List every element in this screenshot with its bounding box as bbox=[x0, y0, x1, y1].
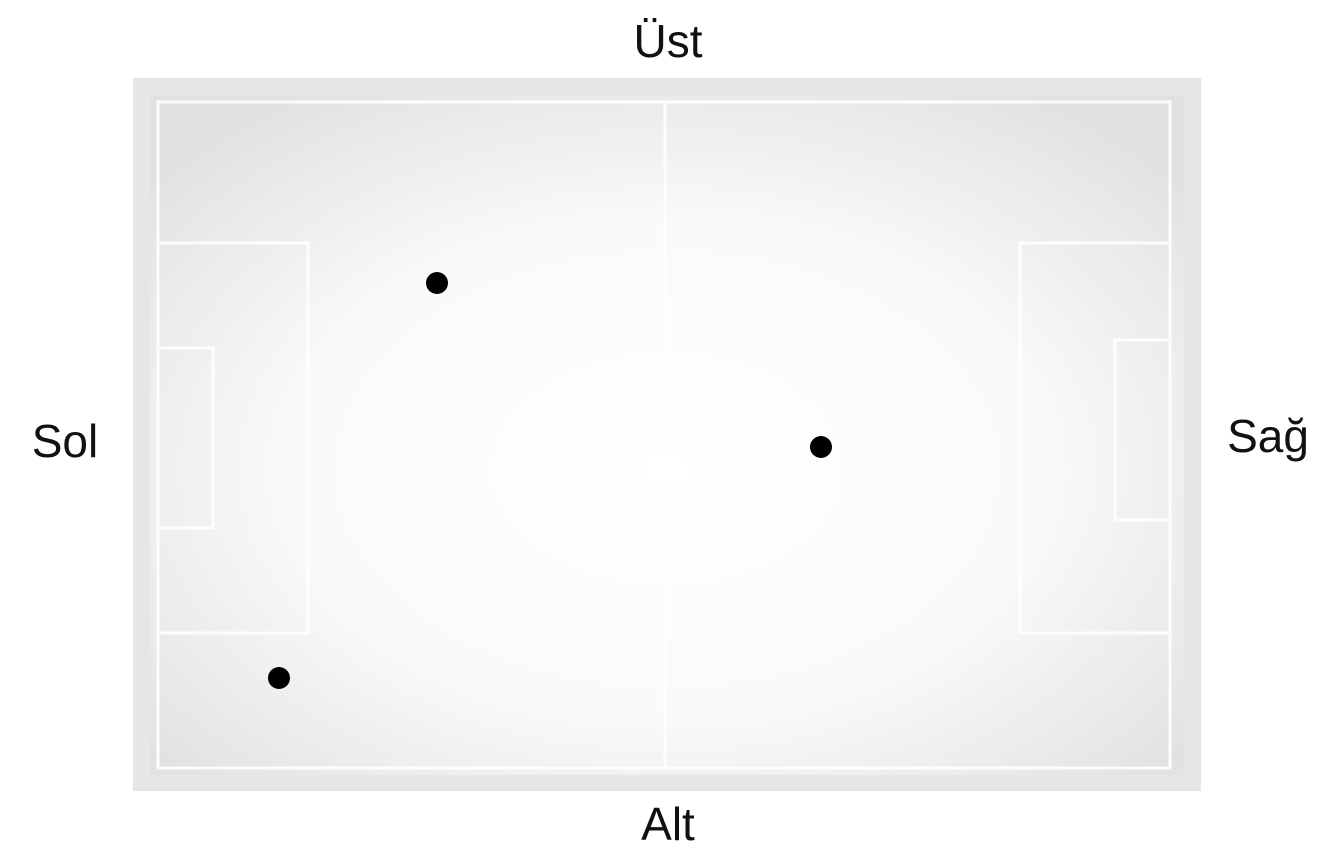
page: {"labels": {"top": "Üst", "bottom": "Alt… bbox=[0, 0, 1343, 866]
field-surface bbox=[150, 95, 1184, 775]
label-left: Sol bbox=[32, 415, 98, 467]
player-dot bbox=[426, 272, 448, 294]
player-dot bbox=[268, 667, 290, 689]
label-right: Sağ bbox=[1227, 410, 1309, 462]
label-top: Üst bbox=[634, 15, 703, 67]
field bbox=[133, 78, 1201, 791]
player-dot bbox=[810, 436, 832, 458]
label-bottom: Alt bbox=[641, 798, 695, 850]
diagram: Üst Alt Sol Sağ bbox=[0, 0, 1343, 866]
